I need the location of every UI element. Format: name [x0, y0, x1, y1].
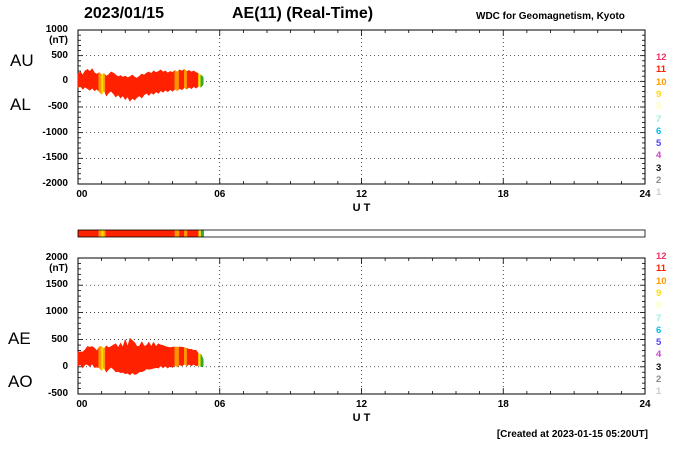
- panel-bottom-grid: [77, 257, 646, 395]
- x-tick-label: 18: [497, 399, 509, 410]
- y-axis-unit: (nT): [49, 263, 68, 274]
- legend-station-count-9-panel2: 9: [656, 287, 662, 299]
- x-tick-label: 24: [639, 399, 651, 410]
- au-al-area: [77, 67, 204, 102]
- panel-top-grid: [77, 29, 646, 185]
- x-tick-label: 24: [639, 189, 651, 200]
- x-tick-label: 06: [214, 189, 226, 200]
- y-tick-label: -1500: [42, 152, 68, 164]
- legend-station-count-8-panel2: 8: [656, 300, 662, 312]
- y-tick-label: 0: [62, 360, 68, 372]
- legend-station-count-10-panel1: 10: [656, 76, 667, 88]
- ao-axis-label: AO: [8, 372, 33, 391]
- ae-axis-label: AE: [8, 329, 31, 348]
- legend-station-count-4-panel1: 4: [656, 150, 662, 162]
- x-tick-label: 12: [355, 399, 368, 410]
- y-tick-label: 1000: [45, 306, 68, 318]
- legend-station-count-4-panel2: 4: [656, 349, 662, 361]
- x-tick-label: 12: [355, 189, 368, 200]
- legend-station-count-2-panel1: 2: [656, 175, 662, 186]
- y-tick-label: 1000: [45, 24, 68, 35]
- x-tick-label: 06: [214, 399, 226, 410]
- legend-station-count-1-panel1: 1: [656, 187, 662, 199]
- quality-bar: [77, 229, 646, 238]
- y-tick-label: 2000: [45, 252, 68, 263]
- source-label: WDC for Geomagnetism, Kyoto: [476, 11, 625, 22]
- page-title: AE(11) (Real-Time): [232, 5, 374, 22]
- legend-station-count-11-panel2: 11: [656, 263, 667, 275]
- legend-station-count-3-panel2: 3: [656, 361, 662, 373]
- legend-station-count-6-panel2: 6: [656, 324, 662, 336]
- created-at-label: [Created at 2023-01-15 05:20UT]: [496, 429, 648, 440]
- legend-station-count-9-panel1: 9: [656, 88, 662, 100]
- y-tick-label: -500: [47, 101, 68, 112]
- y-tick-label: -1000: [42, 126, 68, 138]
- legend-station-count-12-panel2: 12: [656, 251, 667, 262]
- y-tick-label: 500: [51, 333, 68, 345]
- legend-station-count-3-panel1: 3: [656, 162, 662, 174]
- y-axis-unit: (nT): [49, 35, 68, 46]
- y-tick-label: 0: [62, 75, 68, 87]
- legend-station-count-7-panel2: 7: [656, 312, 662, 324]
- x-tick-label: 00: [76, 189, 88, 200]
- legend-station-count-2-panel2: 2: [656, 374, 662, 385]
- y-tick-label: 1500: [45, 279, 68, 291]
- legend-station-count-5-panel2: 5: [656, 337, 662, 349]
- x-tick-label: 18: [497, 189, 509, 200]
- y-tick-label: 500: [51, 49, 68, 61]
- legend-station-count-5-panel1: 5: [656, 138, 662, 150]
- x-tick-label: 00: [76, 399, 88, 410]
- au-axis-label: AU: [10, 51, 34, 70]
- legend-station-count-12-panel1: 12: [656, 52, 667, 63]
- legend-station-count-7-panel1: 7: [656, 113, 662, 125]
- x-axis-title: U T: [352, 202, 371, 214]
- date-label: 2023/01/15: [84, 5, 165, 22]
- y-tick-label: -500: [47, 388, 68, 399]
- al-axis-label: AL: [10, 95, 31, 114]
- x-axis-title: U T: [352, 412, 371, 424]
- y-tick-label: -2000: [42, 178, 68, 189]
- legend-station-count-1-panel2: 1: [656, 386, 662, 398]
- ae-ao-area: [77, 337, 204, 376]
- legend-station-count-8-panel1: 8: [656, 101, 662, 113]
- legend-station-count-6-panel1: 6: [656, 125, 662, 137]
- legend-station-count-10-panel2: 10: [656, 275, 667, 287]
- legend-station-count-11-panel1: 11: [656, 64, 667, 76]
